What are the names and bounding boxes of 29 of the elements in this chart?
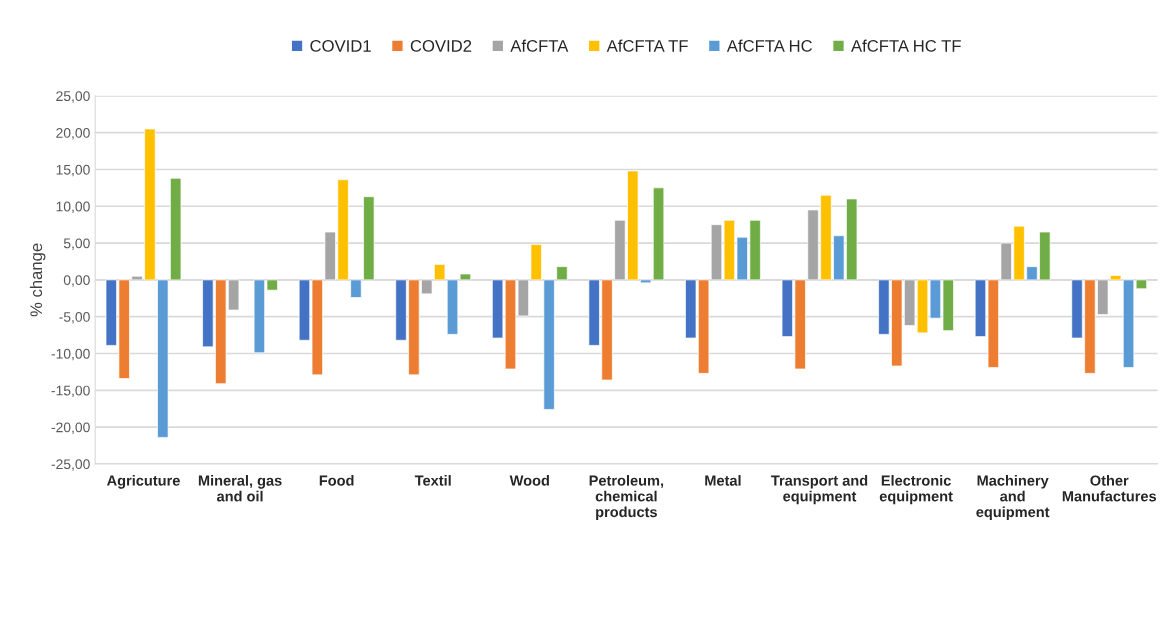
- y-tick-label: -5,00: [59, 312, 90, 324]
- legend-label: AfCFTA: [510, 39, 569, 52]
- y-tick-label: 5,00: [63, 238, 90, 250]
- legend-label: AfCFTA HC: [726, 39, 813, 52]
- x-tick-label: Machinery and equipment: [976, 475, 1050, 521]
- x-tick-label: Textil: [414, 475, 451, 486]
- x-tick-label: Food: [319, 475, 354, 486]
- x-tick-label: Mineral, gas and oil: [198, 475, 282, 502]
- y-tick-label: 10,00: [56, 201, 90, 214]
- y-tick-label: 25,00: [56, 91, 90, 103]
- y-tick-label: 15,00: [56, 164, 90, 177]
- y-tick-label: -25,00: [51, 459, 90, 471]
- x-tick-label: Petroleum, chemical products: [589, 475, 664, 521]
- x-tick-label: Electronic equipment: [879, 475, 953, 505]
- x-tick-label: Transport and equipment: [771, 475, 868, 505]
- legend-label: AfCFTA TF: [606, 39, 688, 52]
- y-tick-label: -15,00: [51, 385, 90, 398]
- x-tick-label: Agricuture: [106, 475, 180, 489]
- legend-label: AfCFTA HC TF: [851, 39, 961, 52]
- x-tick-label: Metal: [705, 475, 741, 486]
- y-tick-label: 0,00: [63, 275, 90, 287]
- y-tick-label: 20,00: [56, 127, 90, 140]
- y-axis-title: % change: [29, 243, 46, 317]
- x-tick-label: Other Manufactures: [1062, 475, 1157, 502]
- y-tick-label: -10,00: [51, 348, 90, 361]
- y-tick-label: -20,00: [51, 422, 90, 434]
- x-tick-label: Wood: [509, 475, 549, 486]
- legend-label: COVID1: [310, 39, 371, 52]
- legend-label: COVID2: [410, 39, 472, 52]
